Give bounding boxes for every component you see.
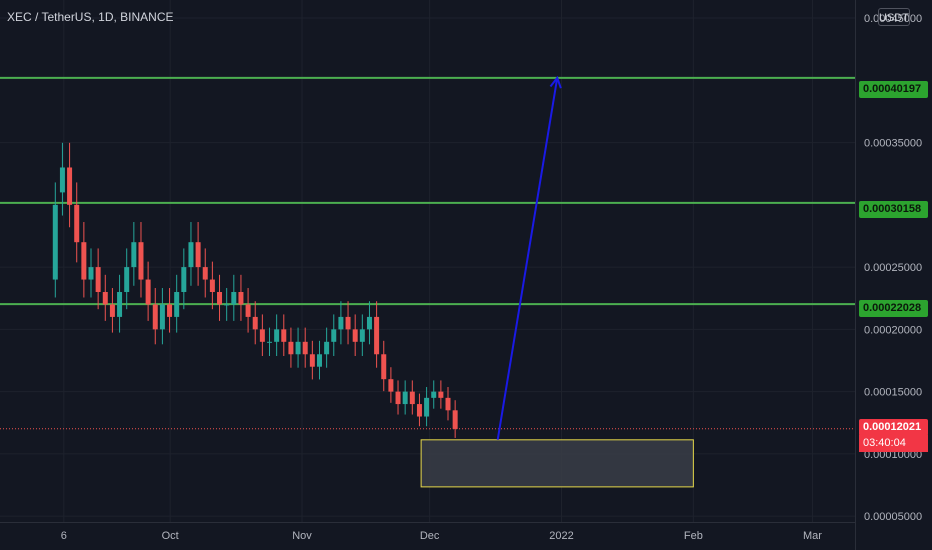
candle-countdown: 03:40:04 [859, 435, 928, 452]
price-tag-level-3: 0.00022028 [859, 300, 928, 317]
support-zone-box[interactable] [420, 439, 694, 488]
x-tick-label: Oct [162, 530, 179, 542]
candle-body [374, 316, 380, 355]
candle-body [424, 397, 430, 417]
candle-body [402, 391, 408, 405]
candle-body [145, 279, 151, 305]
candle-body [102, 292, 108, 305]
y-axis-labels: 0.000450000.000350000.000250000.00020000… [864, 13, 922, 523]
candle-body [59, 167, 65, 193]
x-tick-label: Nov [292, 530, 312, 542]
candle-body [67, 167, 73, 205]
y-tick-label: 0.00025000 [864, 262, 922, 274]
candle-body [345, 316, 351, 330]
y-tick-label: 0.00005000 [864, 511, 922, 523]
candle-body [159, 304, 165, 330]
candle-body [81, 242, 87, 280]
candle-body [131, 242, 137, 268]
price-tag-level-2: 0.00030158 [859, 201, 928, 218]
candle-body [95, 267, 101, 293]
candles [52, 142, 458, 438]
candle-body [259, 329, 265, 342]
candle-body [267, 341, 273, 343]
candle-body [388, 379, 394, 392]
candle-body [452, 410, 458, 429]
y-tick-label: 0.00020000 [864, 324, 922, 336]
candle-body [295, 341, 301, 355]
candle-body [395, 391, 401, 405]
candle-body [124, 267, 130, 293]
candle-body [224, 304, 230, 306]
candle-body [109, 304, 115, 317]
candle-body [252, 316, 258, 330]
candle-body [238, 292, 244, 305]
candle-body [416, 404, 422, 417]
candle-body [181, 267, 187, 293]
candle-body [152, 304, 158, 330]
candle-body [309, 354, 315, 367]
candle-body [331, 329, 337, 342]
candle-body [188, 242, 194, 268]
candle-body [324, 341, 330, 355]
candle-body [445, 397, 451, 411]
candle-body [52, 204, 58, 280]
candle-body [138, 242, 144, 280]
price-tag-current: 0.00012021 [859, 419, 928, 436]
candle-body [302, 341, 308, 355]
candle-body [74, 204, 80, 243]
x-tick-label: 2022 [549, 530, 573, 542]
candle-body [274, 329, 280, 342]
candle-body [409, 391, 415, 405]
arrow-head [549, 75, 562, 89]
candle-body [202, 267, 208, 280]
candle-body [431, 391, 437, 398]
y-tick-label: 0.00035000 [864, 138, 922, 150]
candle-body [288, 341, 294, 355]
candle-body [359, 329, 365, 342]
candle-body [366, 316, 372, 330]
horizontal-levels[interactable] [0, 76, 855, 306]
candle-body [117, 292, 123, 317]
candle-body [195, 242, 201, 268]
chart-title: XEC / TetherUS, 1D, BINANCE [7, 10, 174, 24]
candle-body [231, 292, 237, 305]
target-arrow[interactable] [496, 75, 562, 440]
candle-body [438, 391, 444, 398]
candle-body [174, 292, 180, 317]
candle-body [381, 354, 387, 380]
x-tick-label: Mar [803, 530, 822, 542]
x-axis-labels: 6 Oct Nov Dec 2022 Feb Mar [61, 530, 823, 542]
x-tick-label: Feb [684, 530, 703, 542]
x-tick-label: 6 [61, 530, 67, 542]
candle-body [316, 354, 322, 367]
x-tick-label: Dec [420, 530, 440, 542]
currency-button[interactable]: USDT [878, 8, 910, 26]
candle-body [338, 316, 344, 330]
candle-body [209, 279, 215, 293]
candle-body [245, 304, 251, 317]
candle-body [88, 267, 94, 280]
candle-body [167, 304, 173, 317]
candle-body [281, 329, 287, 342]
price-tag-level-1: 0.00040197 [859, 81, 928, 98]
arrow-shaft [496, 77, 559, 440]
candle-body [352, 329, 358, 342]
candle-body [217, 292, 223, 305]
y-tick-label: 0.00015000 [864, 387, 922, 399]
